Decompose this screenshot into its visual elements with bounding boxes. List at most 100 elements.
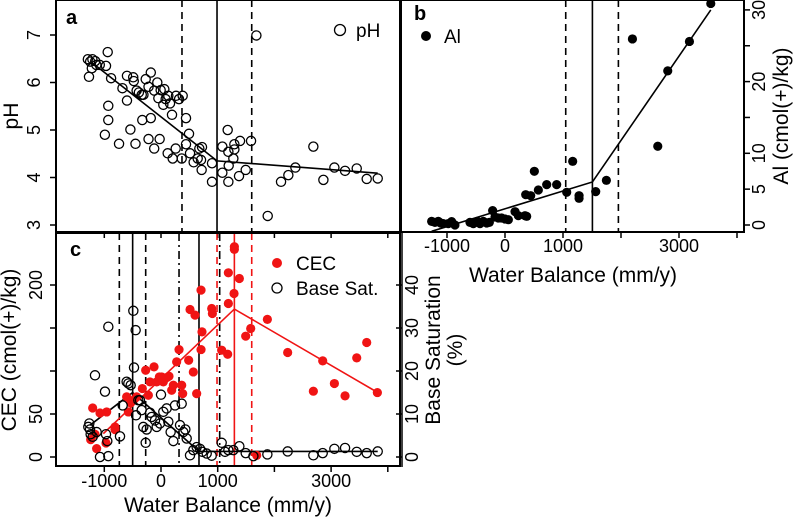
data-point-ph [196, 164, 207, 176]
vertical-lines [427, 0, 716, 232]
data-point-cec [223, 349, 233, 359]
data-point-base-sat [155, 389, 167, 400]
data-point-ph [196, 141, 208, 153]
data-point-ph [351, 163, 362, 174]
y-tick-label: 5 [749, 184, 769, 194]
data-point-ph [105, 72, 117, 84]
data-point-ph [163, 90, 174, 102]
data-point-cec [308, 386, 318, 396]
data-point-ph [361, 173, 372, 185]
data-point-cec [190, 310, 200, 320]
data-point-base-sat [134, 394, 146, 406]
data-point-ph [222, 124, 233, 136]
data-point-cec [197, 327, 207, 337]
data-point-ph [140, 73, 151, 85]
x-tick-label: 1000 [198, 471, 238, 491]
legend-filled-circle-icon [272, 258, 282, 268]
data-point-cec [352, 353, 362, 363]
data-point-ph [229, 144, 240, 155]
legend-open-circle-icon [333, 23, 347, 37]
y-tick-label: 50 [26, 404, 46, 424]
data-point-base-sat [130, 410, 142, 421]
data-point-ph [102, 46, 113, 58]
data-point-ph [229, 138, 240, 150]
data-point-ph [233, 170, 245, 182]
data-point-cec [88, 403, 98, 413]
legend-label-cec: CEC [296, 254, 336, 275]
data-point-cec [372, 387, 382, 398]
data-point-base-sat [141, 424, 152, 435]
data-point-ph [82, 53, 94, 65]
data-point-al [627, 34, 638, 44]
data-point-base-sat [282, 446, 293, 457]
data-point-base-sat [146, 411, 157, 423]
data-point-ph [145, 112, 157, 124]
data-point-cec [252, 450, 262, 460]
data-point-ph [143, 81, 154, 93]
data-point-base-sat [178, 426, 189, 438]
y-tick-label: 6 [24, 77, 44, 87]
y-tick-label: 200 [26, 270, 46, 300]
data-point-ph [121, 70, 133, 82]
data-point-cec [262, 314, 272, 324]
data-point-ph [223, 160, 234, 171]
data-point-base-sat [184, 450, 196, 461]
data-point-cec [110, 425, 120, 435]
data-point-ph [223, 176, 234, 188]
data-point-base-sat [216, 437, 227, 449]
panel-label-b: b [414, 3, 426, 25]
data-point-cec [196, 285, 206, 295]
data-point-ph [194, 143, 205, 154]
y-tick-label: 20 [402, 361, 422, 381]
data-point-ph [125, 124, 136, 135]
y-axis-title: Al (cmol(+)/kg) [770, 47, 793, 184]
y-axis-title: pH [0, 103, 23, 130]
panel-label-a: a [66, 7, 78, 29]
y-tick-label: 10 [749, 143, 769, 163]
data-point-base-sat [151, 421, 162, 433]
data-point-base-sat [85, 428, 96, 440]
data-point-cec [174, 344, 184, 355]
data-point-al [601, 175, 611, 185]
y-tick-label: 30 [749, 0, 769, 20]
data-point-cec [223, 298, 233, 309]
x-tick-label: 0 [156, 471, 166, 491]
data-point-ph [100, 60, 112, 72]
data-point-base-sat [168, 435, 179, 447]
plot-frame [55, 232, 401, 467]
data-point-base-sat [176, 398, 187, 409]
data-point-ph [223, 146, 234, 158]
data-point-ph [176, 153, 187, 164]
data-point-ph [183, 128, 195, 140]
data-point-base-sat [130, 324, 141, 336]
data-point-ph [206, 176, 218, 188]
data-point-ph [137, 114, 148, 126]
data-point-cec [184, 355, 194, 365]
data-point-ph [283, 169, 294, 181]
data-point-ph [329, 162, 340, 173]
data-point-al [663, 66, 673, 76]
data-point-ph [148, 143, 160, 154]
data-point-base-sat [262, 449, 273, 460]
data-point-base-sat [125, 379, 136, 391]
data-point-ph [83, 71, 95, 83]
x-axis-title: Water Balance (mm/y) [124, 494, 332, 517]
data-point-al [450, 220, 460, 230]
data-point-al [529, 166, 539, 176]
x-tick-label: 0 [500, 236, 510, 256]
data-point-cec [229, 288, 239, 299]
data-point-cec [137, 383, 147, 394]
data-point-cec [145, 377, 155, 387]
data-point-ph [166, 109, 178, 121]
data-point-ph [240, 164, 251, 176]
data-point-base-sat [351, 446, 362, 458]
data-point-base-sat [223, 444, 234, 456]
legend-filled-circle-icon [421, 31, 431, 41]
data-point-cec [102, 407, 112, 417]
plot-frame [400, 0, 745, 233]
data-point-al [684, 36, 695, 47]
legend-label-al: Al [444, 27, 461, 48]
fit-line [93, 63, 378, 175]
